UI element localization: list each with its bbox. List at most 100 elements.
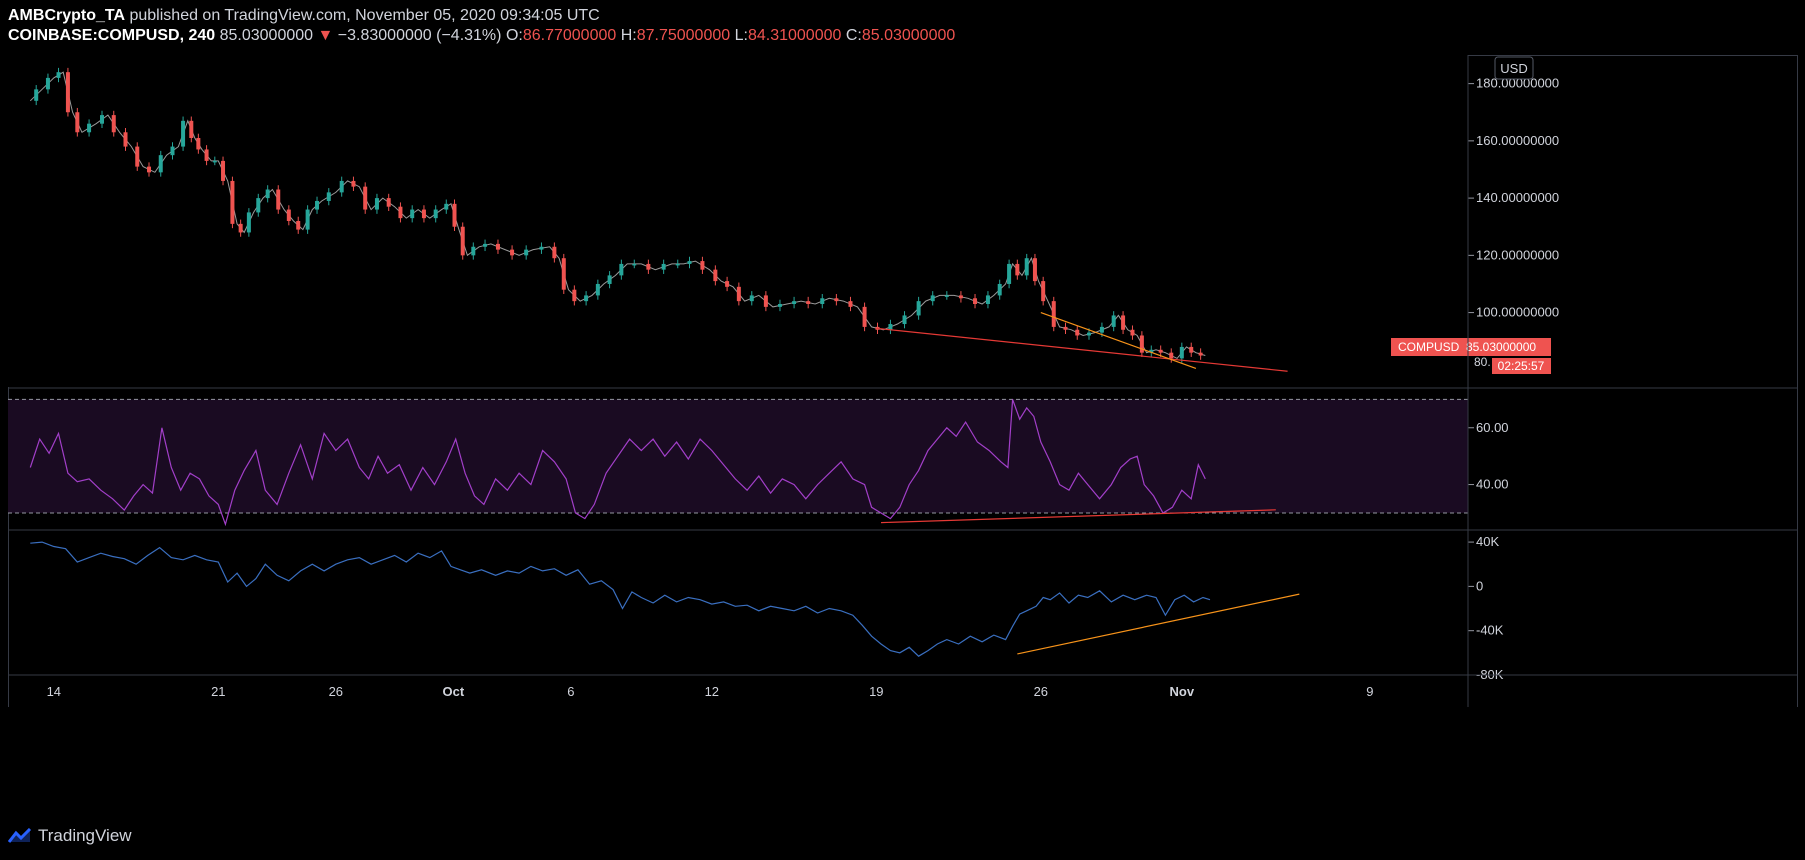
trendline	[876, 327, 1288, 372]
candle-body	[339, 180, 344, 193]
candle-body	[56, 72, 61, 78]
candle-body	[700, 261, 705, 270]
time-axis-label: 12	[705, 684, 719, 699]
obv-trendlines[interactable]	[1017, 593, 1300, 655]
axis-tick-label: 160.00000000	[1476, 133, 1559, 148]
candle-body	[256, 198, 261, 213]
ohlc-line: COINBASE:COMPUSD, 240 85.03000000 ▼ −3.8…	[8, 26, 1798, 46]
candle-body	[510, 249, 515, 256]
candle-body	[1087, 332, 1091, 336]
candle-body	[1189, 346, 1194, 353]
candle-body	[997, 283, 1002, 296]
price-change: −3.83000000 (−4.31%)	[337, 27, 502, 44]
price-pane[interactable]: 180.00000000160.00000000140.00000000120.…	[8, 55, 1559, 387]
time-axis-label: 9	[1366, 684, 1373, 699]
axis-tick-label: 140.00000000	[1476, 190, 1559, 205]
candle-body	[973, 298, 978, 304]
candle-body	[363, 186, 368, 210]
candle-body	[763, 295, 768, 307]
trendline	[1040, 312, 1197, 369]
price-tag	[1391, 338, 1551, 356]
candle-body	[985, 295, 990, 304]
candle-body	[958, 295, 963, 299]
axis-tick-label: 0	[1476, 578, 1483, 593]
candle-body	[158, 155, 163, 173]
axis-tick-label: 120.00000000	[1476, 247, 1559, 262]
chart-canvas[interactable]: 180.00000000160.00000000140.00000000120.…	[8, 55, 1798, 812]
chart-header: AMBCrypto_TA published on TradingView.co…	[8, 6, 1798, 46]
candle-body	[111, 115, 116, 133]
currency-button[interactable]	[1494, 56, 1534, 80]
candle-body	[65, 72, 70, 113]
down-arrow-icon: ▼	[317, 27, 334, 44]
price-axis-ticks: 180.00000000160.00000000140.00000000120.…	[1468, 76, 1559, 320]
time-axis-label: 19	[869, 684, 883, 699]
low-label: L:	[734, 27, 748, 44]
trendline	[881, 509, 1276, 524]
axis-tick-label: 100.00000000	[1476, 305, 1559, 320]
candle-body	[1007, 263, 1012, 284]
candle-body	[246, 212, 251, 233]
candle-body	[584, 295, 589, 302]
tradingview-logo-icon[interactable]	[8, 828, 32, 844]
candle-body	[1024, 258, 1029, 276]
candle-body	[1032, 258, 1037, 282]
footer: TradingView	[8, 826, 132, 846]
publish-line: AMBCrypto_TA published on TradingView.co…	[8, 6, 1798, 26]
candlesticks	[34, 67, 1203, 363]
candle-body	[204, 149, 209, 161]
trendline	[1017, 593, 1300, 655]
time-axis-label: Nov	[1170, 684, 1195, 699]
candle-body	[1149, 349, 1154, 353]
partial-tick: 80.	[1474, 355, 1491, 369]
candle-body	[386, 198, 391, 207]
candle-body	[930, 295, 935, 302]
rsi-band	[8, 399, 1468, 513]
candle-body	[196, 138, 201, 150]
candle-body	[902, 315, 907, 325]
candle-body	[170, 146, 175, 156]
price-trendlines[interactable]	[876, 312, 1288, 372]
candle-body	[495, 243, 500, 250]
candle-body	[296, 221, 301, 230]
candle-body	[944, 295, 949, 297]
candle-body	[539, 246, 544, 250]
candle-body	[87, 123, 92, 133]
candle-body	[326, 192, 331, 201]
candle-body	[1139, 335, 1144, 353]
tradingview-brand[interactable]: TradingView	[38, 826, 132, 845]
candle-body	[238, 223, 243, 233]
candle-body	[189, 120, 194, 138]
candle-body	[265, 189, 270, 199]
currency-label: USD	[1500, 61, 1527, 76]
rsi-pane[interactable]: 60.00 40.00	[8, 398, 1509, 527]
candle-body	[123, 132, 128, 147]
chart-bottom-fill	[8, 707, 1798, 812]
price-tag-value: 85.03000000	[1466, 340, 1536, 354]
symbol-label[interactable]: COINBASE:COMPUSD, 240	[8, 27, 216, 44]
candle-body	[452, 203, 457, 227]
candle-body	[725, 281, 730, 287]
candle-body	[749, 295, 754, 302]
candle-body	[444, 203, 449, 210]
author-name[interactable]: AMBCrypto_TA	[8, 7, 126, 24]
candle-body	[848, 301, 853, 307]
time-axis[interactable]: 14 21 26 Oct 6 12 19 26 Nov 9	[47, 684, 1374, 699]
candle-body	[561, 258, 566, 290]
obv-line	[30, 541, 1211, 657]
candle-body	[607, 275, 612, 284]
candle-body	[460, 226, 465, 256]
candle-body	[374, 198, 379, 210]
publish-info: published on TradingView.com, November 0…	[129, 7, 600, 24]
candle-body	[792, 301, 797, 304]
candle-body	[351, 180, 356, 187]
candle-body	[230, 180, 235, 224]
candle-body	[806, 301, 811, 304]
candle-body	[315, 200, 320, 210]
low-value: 84.31000000	[747, 27, 842, 44]
candle-body	[1158, 349, 1163, 353]
chart-frame[interactable]: 180.00000000 160.00000000 140.00000000 120.…	[8, 55, 1798, 812]
axis-tick-label: 40.00	[1476, 477, 1509, 492]
rsi-trendlines[interactable]	[881, 509, 1276, 524]
time-axis-label: 26	[1034, 684, 1048, 699]
